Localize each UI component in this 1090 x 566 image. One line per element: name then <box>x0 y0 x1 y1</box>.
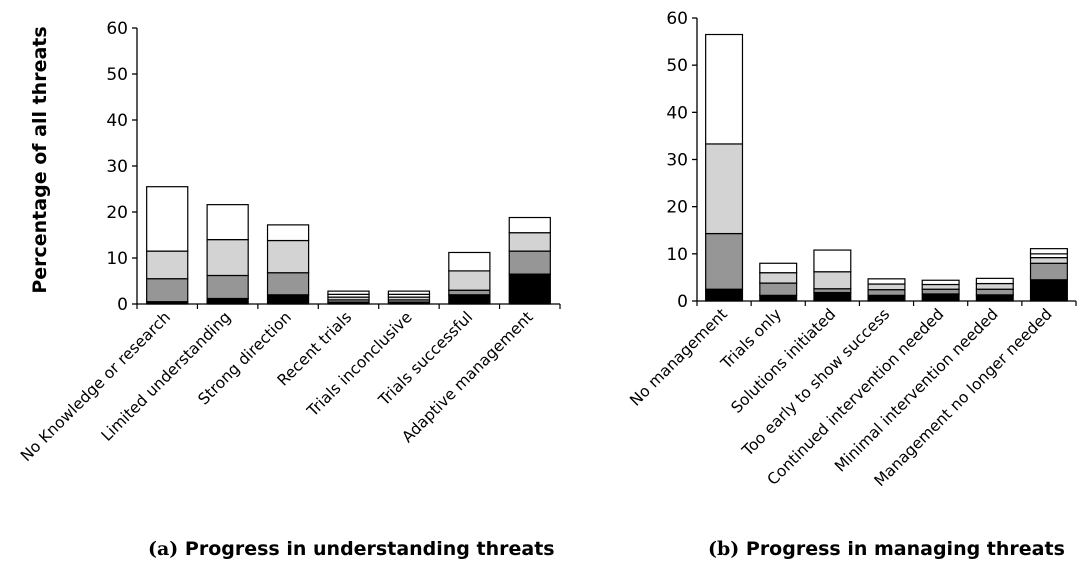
bar-segment <box>867 278 906 285</box>
bar-segment <box>813 249 852 273</box>
caption-a-prefix: (a) <box>148 538 179 560</box>
bar-segment <box>705 143 744 235</box>
y-tick-label: 10 <box>106 249 128 269</box>
bar-segment <box>813 291 852 302</box>
bar-segment <box>146 186 189 252</box>
bar-segment <box>975 294 1014 302</box>
y-tick-label: 40 <box>666 103 688 123</box>
bar-segment <box>1029 262 1068 281</box>
bar-segment <box>206 204 249 241</box>
y-tick-label: 60 <box>666 9 688 29</box>
bar-segment <box>508 273 551 305</box>
bar-segment <box>921 293 960 302</box>
bar-segment <box>921 288 960 295</box>
bar-segment <box>867 289 906 296</box>
bar-segment <box>759 262 798 274</box>
y-tick-label: 50 <box>666 56 688 76</box>
bar-segment <box>813 271 852 290</box>
bar-segment <box>448 289 491 296</box>
category-label: No management <box>626 305 731 410</box>
bar-segment <box>1029 279 1068 302</box>
bar-segment <box>867 294 906 302</box>
y-axis-label: Percentage of all threats <box>29 26 51 293</box>
y-tick-label: 0 <box>677 292 688 312</box>
bar-segment <box>508 250 551 275</box>
y-tick-label: 60 <box>106 19 128 39</box>
bar-segment <box>508 216 551 234</box>
bar-segment <box>448 251 491 272</box>
bar-segment <box>759 272 798 284</box>
y-tick-label: 0 <box>117 295 128 315</box>
bar-segment <box>266 272 310 296</box>
category-label: Trials inconclusive <box>303 308 416 421</box>
y-tick-label: 50 <box>106 65 128 85</box>
y-tick-label: 30 <box>666 151 688 171</box>
bar-segment <box>266 224 310 242</box>
bar-segment <box>508 232 551 252</box>
bar-segment <box>705 33 744 145</box>
bar-segment <box>206 297 249 305</box>
bar-segment <box>206 274 249 300</box>
bar-segment <box>759 294 798 302</box>
bar-segment <box>146 250 189 280</box>
bar-segment <box>1029 248 1068 255</box>
bar-segment <box>266 239 310 274</box>
bar-segment <box>975 282 1014 290</box>
y-tick-label: 10 <box>666 245 688 265</box>
bar-segment <box>705 288 744 302</box>
caption-b: (b) Progress in managing threats <box>708 538 1065 560</box>
bar-segment <box>867 283 906 291</box>
y-tick-label: 30 <box>106 157 128 177</box>
caption-a-text: Progress in understanding threats <box>184 538 555 560</box>
bar-segment <box>387 290 431 295</box>
y-tick-label: 20 <box>666 198 688 218</box>
bar-segment <box>921 279 960 286</box>
bar-segment <box>327 290 370 295</box>
bar-segment <box>448 294 491 305</box>
bar-segment <box>759 282 798 296</box>
y-tick-label: 20 <box>106 203 128 223</box>
category-label: Solutions initiated <box>728 305 840 417</box>
bar-segment <box>921 283 960 290</box>
bar-segment <box>975 288 1014 296</box>
caption-a: (a) Progress in understanding threats <box>148 538 555 560</box>
bar-segment <box>146 278 189 303</box>
caption-b-text: Progress in managing threats <box>745 538 1065 560</box>
bar-segment <box>448 270 491 291</box>
bar-segment <box>705 232 744 290</box>
bar-segment <box>1029 257 1068 264</box>
bar-segment <box>266 294 310 305</box>
caption-b-prefix: (b) <box>708 538 740 560</box>
bar-segment <box>206 239 249 277</box>
y-tick-label: 40 <box>106 111 128 131</box>
bar-segment <box>975 277 1014 285</box>
